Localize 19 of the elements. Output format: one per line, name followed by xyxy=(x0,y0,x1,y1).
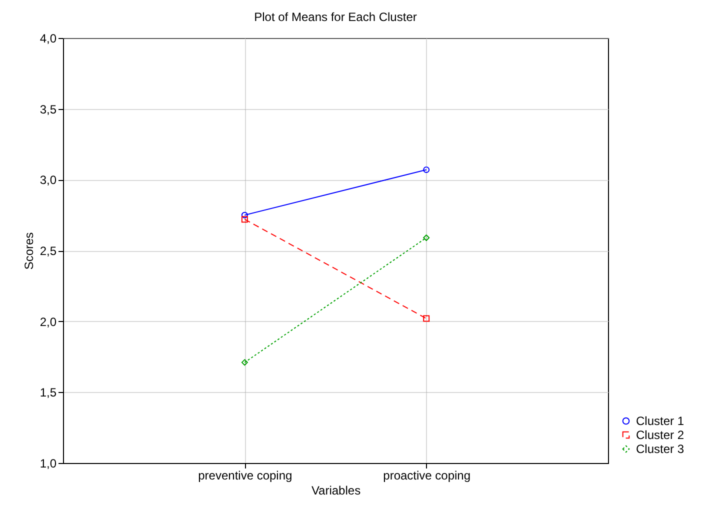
y-axis-title: Scores xyxy=(22,232,36,270)
y-tick-label: 2,0 xyxy=(40,314,57,329)
point xyxy=(423,234,430,241)
y-tick-label: 2,5 xyxy=(40,244,57,258)
chart-title: Plot of Means for Each Cluster xyxy=(254,10,417,24)
x-axis-title: Variables xyxy=(311,484,361,498)
point xyxy=(241,216,248,223)
y-tick-label: 4,0 xyxy=(40,32,57,46)
y-tick-label: 3,5 xyxy=(40,102,57,116)
point xyxy=(423,315,430,322)
point xyxy=(241,359,248,366)
x-tick-label: proactive coping xyxy=(383,468,471,482)
legend-label: Cluster 3 xyxy=(636,442,684,456)
y-tick-label: 3,0 xyxy=(40,173,57,188)
y-tick-label: 1,5 xyxy=(40,386,57,400)
x-tick-label: preventive coping xyxy=(198,468,292,482)
y-tick-label: 1,0 xyxy=(40,456,57,470)
legend-label: Cluster 1 xyxy=(636,414,684,428)
legend-label: Cluster 2 xyxy=(636,428,684,442)
